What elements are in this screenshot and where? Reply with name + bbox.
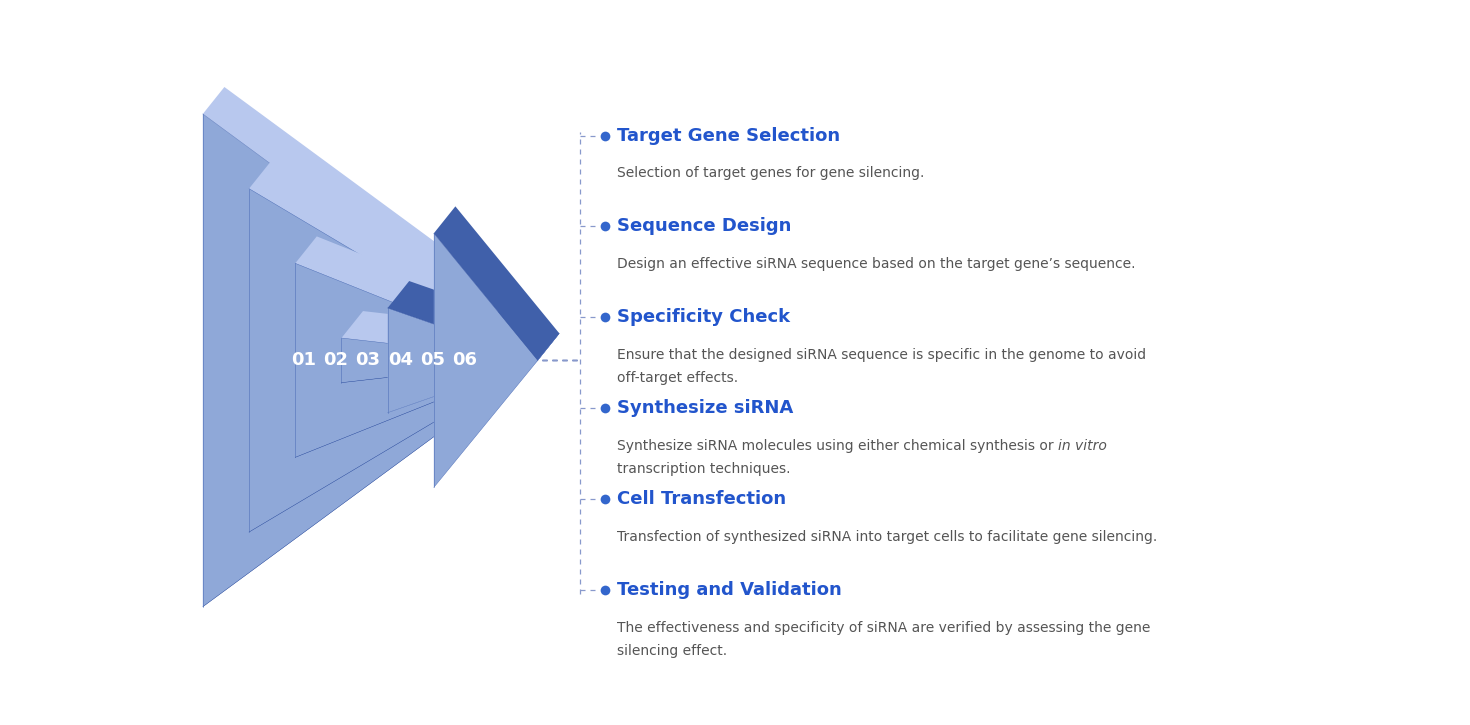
Text: 06: 06: [453, 352, 478, 369]
Polygon shape: [388, 334, 560, 413]
Text: Cell Transfection: Cell Transfection: [617, 490, 786, 508]
Text: silencing effect.: silencing effect.: [617, 644, 728, 658]
Text: 04: 04: [388, 352, 413, 369]
Polygon shape: [341, 338, 538, 383]
Polygon shape: [248, 162, 560, 360]
Polygon shape: [248, 188, 538, 532]
Text: Selection of target genes for gene silencing.: Selection of target genes for gene silen…: [617, 166, 925, 181]
Text: Transfection of synthesized siRNA into target cells to facilitate gene silencing: Transfection of synthesized siRNA into t…: [617, 530, 1157, 544]
Polygon shape: [434, 233, 538, 487]
Text: Testing and Validation: Testing and Validation: [617, 581, 842, 599]
Polygon shape: [434, 207, 560, 360]
Text: Target Gene Selection: Target Gene Selection: [617, 126, 841, 144]
Polygon shape: [341, 311, 560, 360]
Polygon shape: [203, 114, 538, 607]
Polygon shape: [388, 308, 538, 413]
Text: Ensure that the designed siRNA sequence is specific in the genome to avoid: Ensure that the designed siRNA sequence …: [617, 348, 1147, 362]
Text: off-target effects.: off-target effects.: [617, 371, 738, 385]
Text: transcription techniques.: transcription techniques.: [617, 462, 791, 476]
Polygon shape: [341, 334, 560, 383]
Text: 05: 05: [420, 352, 445, 369]
Polygon shape: [203, 334, 560, 607]
Text: 02: 02: [323, 352, 348, 369]
Text: The effectiveness and specificity of siRNA are verified by assessing the gene: The effectiveness and specificity of siR…: [617, 621, 1151, 634]
Text: Synthesize siRNA molecules using either chemical synthesis or: Synthesize siRNA molecules using either …: [617, 439, 1058, 453]
Polygon shape: [295, 334, 560, 457]
Polygon shape: [295, 263, 538, 457]
Polygon shape: [203, 87, 560, 360]
Text: 03: 03: [356, 352, 381, 369]
Text: Design an effective siRNA sequence based on the target gene’s sequence.: Design an effective siRNA sequence based…: [617, 257, 1136, 271]
Polygon shape: [295, 236, 560, 360]
Text: Sequence Design: Sequence Design: [617, 218, 791, 236]
Polygon shape: [434, 334, 560, 487]
Text: Specificity Check: Specificity Check: [617, 308, 791, 326]
Polygon shape: [388, 281, 560, 360]
Text: in vitro: in vitro: [1058, 439, 1107, 453]
Text: 01: 01: [291, 352, 316, 369]
Polygon shape: [248, 334, 560, 532]
Text: Synthesize siRNA: Synthesize siRNA: [617, 399, 794, 417]
